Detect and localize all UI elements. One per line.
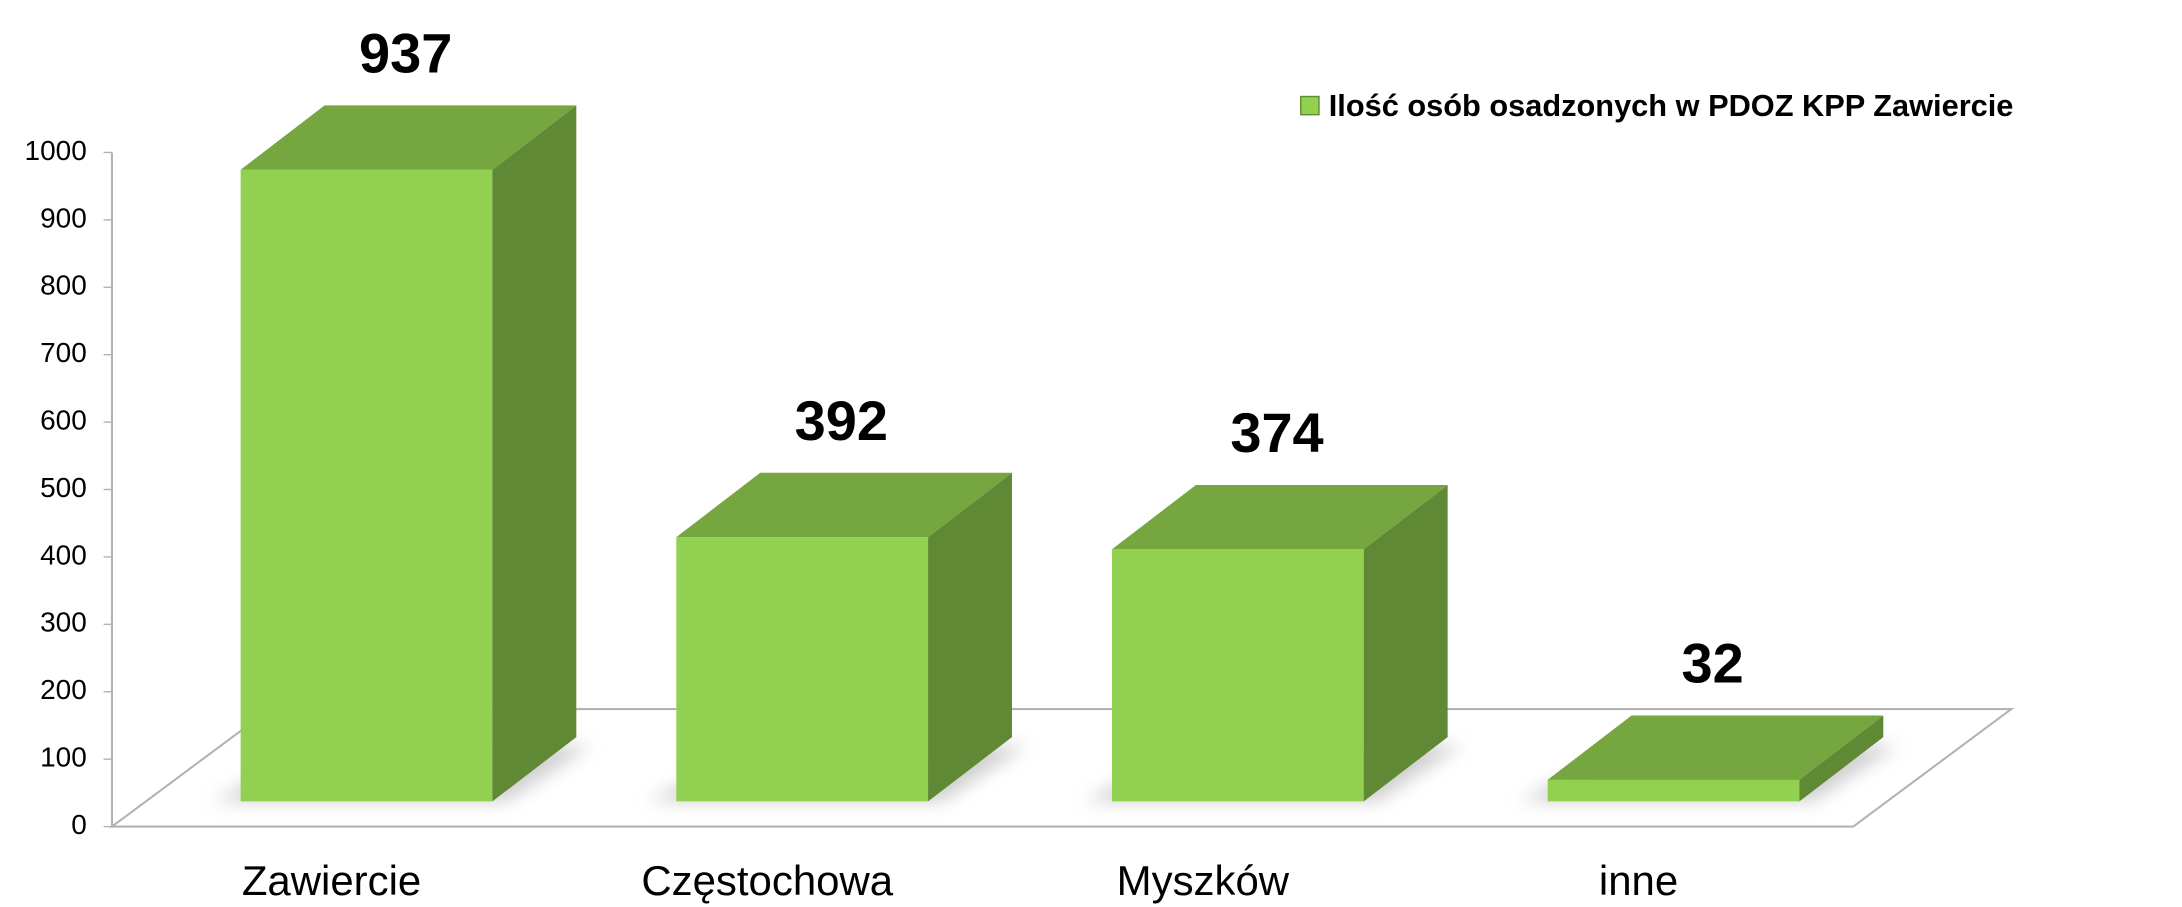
x-tick-label: Zawiercie — [242, 857, 421, 904]
bar — [676, 472, 1012, 802]
value-label: 374 — [1230, 401, 1323, 464]
y-tick-label: 300 — [40, 607, 87, 638]
bar — [240, 105, 577, 802]
floor — [108, 708, 2015, 828]
bar — [1547, 715, 1884, 802]
bar — [1111, 484, 1448, 802]
bar-top — [240, 105, 577, 170]
y-tick-label: 1000 — [25, 135, 87, 166]
bar-front — [1547, 779, 1800, 802]
bar-top — [1111, 484, 1448, 550]
bar-side — [928, 472, 1012, 802]
bar-side — [1363, 484, 1448, 802]
bar-side — [1799, 715, 1884, 802]
y-tick-label: 600 — [40, 404, 87, 435]
bar-top — [676, 472, 1012, 538]
y-tick-label: 700 — [40, 337, 87, 368]
value-label: 32 — [1682, 632, 1744, 695]
bar-front — [676, 537, 929, 802]
value-label: 937 — [359, 22, 452, 85]
y-tick-label: 100 — [40, 742, 87, 773]
bar-front — [1111, 549, 1364, 802]
bar-front — [240, 169, 493, 802]
x-tick-label: Częstochowa — [641, 857, 893, 904]
bar-top — [1547, 715, 1884, 780]
value-label: 392 — [795, 389, 888, 452]
y-tick-label: 800 — [40, 270, 87, 301]
x-tick-label: Myszków — [1117, 857, 1290, 904]
legend-swatch — [1300, 95, 1320, 116]
x-tick-label: inne — [1599, 857, 1678, 904]
y-tick-label: 400 — [40, 539, 87, 570]
legend-label: Ilość osób osadzonych w PDOZ KPP Zawierc… — [1329, 88, 2014, 123]
y-tick-label: 0 — [71, 809, 87, 840]
y-tick-label: 200 — [40, 674, 87, 705]
bar-side — [492, 105, 577, 802]
y-tick-label: 500 — [40, 472, 87, 503]
y-tick-label: 900 — [40, 202, 87, 233]
